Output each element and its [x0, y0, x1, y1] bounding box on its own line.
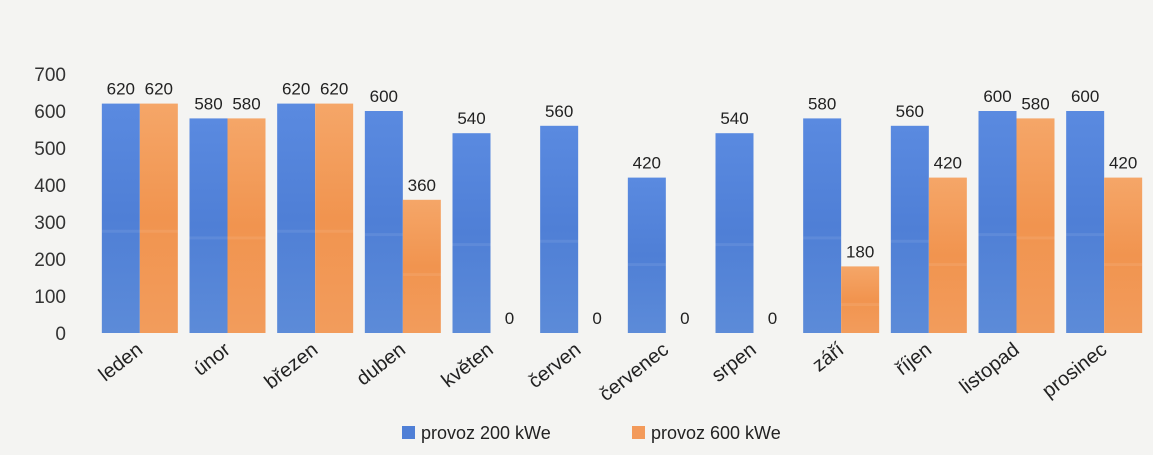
bar-series-1 — [364, 111, 403, 333]
x-tick-label: prosinec — [1038, 339, 1111, 403]
data-label: 560 — [896, 102, 924, 121]
y-tick-label: 400 — [34, 176, 66, 197]
legend-label: provoz 200 kWe — [421, 423, 551, 443]
legend-label: provoz 600 kWe — [651, 423, 781, 443]
bar-series-1 — [189, 118, 228, 334]
y-tick-label: 200 — [34, 250, 66, 271]
bar-band-shade — [1016, 236, 1055, 240]
bar-band-shade — [890, 239, 929, 243]
bar-series-1 — [452, 133, 491, 333]
bar-series-1 — [715, 133, 754, 333]
data-label: 600 — [370, 87, 398, 106]
bar-band-shade — [402, 273, 441, 277]
bar-band-shade — [540, 239, 579, 243]
data-label: 620 — [107, 80, 135, 99]
x-tick-label: červen — [524, 339, 585, 393]
legend-swatch — [402, 426, 415, 439]
bar-band-shade — [928, 263, 967, 267]
bar-band-shade — [189, 236, 228, 240]
bar-series-2 — [227, 118, 266, 334]
bar-band-shade — [277, 229, 316, 233]
data-label: 580 — [232, 94, 260, 113]
x-tick-label: listopad — [956, 339, 1024, 399]
bar-series-1 — [627, 177, 666, 333]
x-tick-label: srpen — [708, 339, 761, 387]
bar-series-2 — [1016, 118, 1055, 334]
bar-band-shade — [139, 229, 178, 233]
bar-series-1 — [803, 118, 842, 334]
bar-band-shade — [1104, 263, 1143, 267]
data-label: 580 — [194, 94, 222, 113]
bar-series-2 — [139, 103, 178, 333]
y-tick-label: 500 — [34, 139, 66, 160]
y-tick-label: 300 — [34, 213, 66, 234]
bar-series-1 — [1066, 111, 1105, 333]
y-tick-label: 0 — [55, 324, 66, 345]
x-tick-label: květen — [438, 339, 498, 393]
bar-series-1 — [540, 125, 579, 333]
data-label: 360 — [408, 176, 436, 195]
bar-series-2 — [315, 103, 354, 333]
bar-series-2 — [841, 266, 880, 333]
bar-series-1 — [101, 103, 140, 333]
bars-group — [101, 103, 1143, 334]
bar-series-2 — [928, 177, 967, 333]
x-tick-label: duben — [353, 339, 410, 391]
bar-series-2 — [1104, 177, 1143, 333]
data-label: 0 — [505, 309, 514, 328]
bar-band-shade — [101, 229, 140, 233]
data-label: 600 — [983, 87, 1011, 106]
data-label: 620 — [282, 80, 310, 99]
legend-swatch — [632, 426, 645, 439]
legend: provoz 200 kWe provoz 600 kWe — [402, 423, 781, 443]
x-tick-label: červenec — [595, 339, 672, 406]
data-label: 580 — [1021, 94, 1049, 113]
data-label: 620 — [145, 80, 173, 99]
data-label: 540 — [720, 109, 748, 128]
bar-band-shade — [627, 263, 666, 267]
bar-band-shade — [227, 236, 266, 240]
bar-series-1 — [277, 103, 316, 333]
data-label: 580 — [808, 94, 836, 113]
data-label: 540 — [457, 109, 485, 128]
y-tick-label: 100 — [34, 287, 66, 308]
data-label: 420 — [1109, 154, 1137, 173]
data-label: 420 — [934, 154, 962, 173]
data-label: 620 — [320, 80, 348, 99]
y-axis: 0 100 200 300 400 500 600 700 — [34, 65, 66, 345]
bar-series-2 — [402, 199, 441, 333]
bar-band-shade — [315, 229, 354, 233]
data-label: 0 — [592, 309, 601, 328]
bar-band-shade — [978, 233, 1017, 237]
data-label: 560 — [545, 102, 573, 121]
data-label: 600 — [1071, 87, 1099, 106]
bar-band-shade — [715, 243, 754, 247]
y-tick-label: 700 — [34, 65, 66, 86]
data-label: 180 — [846, 242, 874, 261]
data-label: 0 — [768, 309, 777, 328]
x-tick-label: únor — [189, 338, 234, 380]
x-tick-label: leden — [95, 339, 147, 386]
bar-series-1 — [890, 125, 929, 333]
bar-band-shade — [803, 236, 842, 240]
bar-band-shade — [364, 233, 403, 237]
data-label: 420 — [633, 154, 661, 173]
bar-band-shade — [452, 243, 491, 247]
y-tick-label: 600 — [34, 102, 66, 123]
x-axis: leden únor březen duben květen červen červenec… — [95, 338, 1111, 406]
data-label: 0 — [680, 309, 689, 328]
x-tick-label: září — [808, 338, 848, 376]
x-tick-label: říjen — [892, 339, 936, 380]
x-tick-label: březen — [261, 339, 323, 394]
data-labels-group: 620 620 580 580 620 620 600 360 540 0 560 0 420 0 540 0… — [107, 80, 1138, 328]
bar-band-shade — [1066, 233, 1105, 237]
bar-series-1 — [978, 111, 1017, 333]
bar-band-shade — [841, 303, 880, 307]
